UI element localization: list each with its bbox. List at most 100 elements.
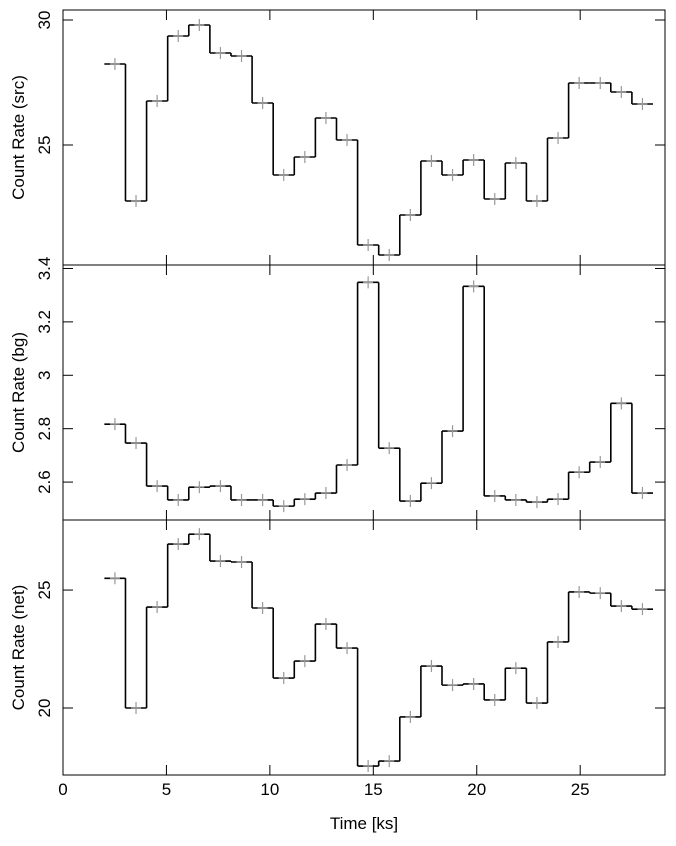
data-point — [152, 601, 163, 614]
data-point — [278, 672, 289, 685]
data-point — [215, 480, 226, 493]
data-point — [236, 555, 247, 568]
y-tick-label: 2.6 — [35, 470, 54, 494]
data-point — [299, 151, 310, 163]
data-point — [257, 601, 268, 614]
data-point — [574, 585, 585, 598]
y-axis-label: Count Rate (src) — [9, 75, 28, 200]
data-point — [426, 660, 437, 673]
data-point — [363, 760, 374, 773]
data-point — [468, 154, 479, 166]
data-point — [489, 693, 500, 706]
data-point — [194, 481, 205, 494]
data-point — [278, 500, 289, 513]
data-point — [109, 58, 120, 70]
data-point — [405, 495, 416, 508]
data-point — [553, 493, 564, 506]
data-point — [194, 19, 205, 31]
plot-frame — [62, 519, 666, 776]
data-point — [447, 425, 458, 438]
data-point — [342, 134, 353, 146]
data-point — [595, 77, 606, 89]
data-point — [595, 456, 606, 469]
data-point — [152, 480, 163, 493]
y-tick-label: 2.8 — [35, 417, 54, 441]
data-point — [173, 493, 184, 506]
data-point — [131, 702, 142, 715]
plot-frame — [62, 9, 666, 266]
y-tick-label: 3.2 — [35, 310, 54, 334]
x-tick-label: 10 — [260, 780, 279, 799]
data-point — [342, 642, 353, 655]
y-tick-label: 25 — [35, 581, 54, 600]
data-point — [363, 239, 374, 251]
data-point — [468, 677, 479, 690]
data-point — [637, 603, 648, 616]
data-point — [595, 587, 606, 600]
data-point — [489, 489, 500, 502]
y-tick-label: 20 — [35, 699, 54, 718]
data-point — [257, 493, 268, 506]
x-tick-label: 0 — [58, 780, 67, 799]
data-point — [173, 538, 184, 551]
data-point — [278, 169, 289, 181]
y-axis-label: Count Rate (bg) — [9, 332, 28, 453]
data-point — [447, 169, 458, 181]
data-point — [574, 466, 585, 479]
data-point — [131, 437, 142, 450]
y-tick-label: 25 — [35, 136, 54, 155]
data-point — [426, 477, 437, 490]
x-tick-label: 5 — [162, 780, 171, 799]
data-point — [320, 487, 331, 500]
data-point — [468, 280, 479, 293]
data-point — [616, 600, 627, 613]
data-point — [363, 276, 374, 289]
data-point — [616, 397, 627, 410]
data-point — [109, 572, 120, 585]
data-point — [320, 618, 331, 631]
data-point — [384, 249, 395, 261]
data-point — [384, 755, 395, 768]
x-axis-label: Time [ks] — [330, 814, 398, 833]
data-point — [531, 697, 542, 710]
data-point — [384, 442, 395, 455]
y-axis-label: Count Rate (net) — [9, 585, 28, 711]
data-point — [215, 47, 226, 59]
data-point — [299, 493, 310, 506]
x-tick-label: 20 — [467, 780, 486, 799]
data-point — [194, 528, 205, 541]
data-point — [510, 662, 521, 675]
y-tick-label: 30 — [35, 11, 54, 30]
x-tick-label: 15 — [364, 780, 383, 799]
data-point — [531, 195, 542, 207]
data-point — [553, 635, 564, 648]
x-tick-label: 25 — [571, 780, 590, 799]
data-point — [637, 98, 648, 110]
data-point — [236, 493, 247, 506]
data-point — [173, 30, 184, 42]
data-point — [405, 710, 416, 723]
y-tick-label: 3.4 — [35, 257, 54, 281]
data-point — [215, 555, 226, 568]
data-point — [510, 157, 521, 169]
data-point — [299, 655, 310, 668]
data-point — [236, 50, 247, 62]
data-point — [152, 95, 163, 107]
data-point — [109, 418, 120, 431]
data-point — [131, 195, 142, 207]
data-point — [531, 496, 542, 509]
data-point — [447, 679, 458, 692]
data-point — [637, 487, 648, 500]
data-point — [257, 97, 268, 109]
data-point — [426, 155, 437, 167]
plot-frame — [62, 264, 666, 521]
data-point — [489, 193, 500, 205]
data-point — [553, 132, 564, 144]
data-point — [405, 209, 416, 221]
data-point — [616, 86, 627, 98]
y-tick-label: 3 — [35, 371, 54, 380]
data-point — [574, 77, 585, 89]
data-point — [342, 458, 353, 471]
data-point — [320, 112, 331, 124]
